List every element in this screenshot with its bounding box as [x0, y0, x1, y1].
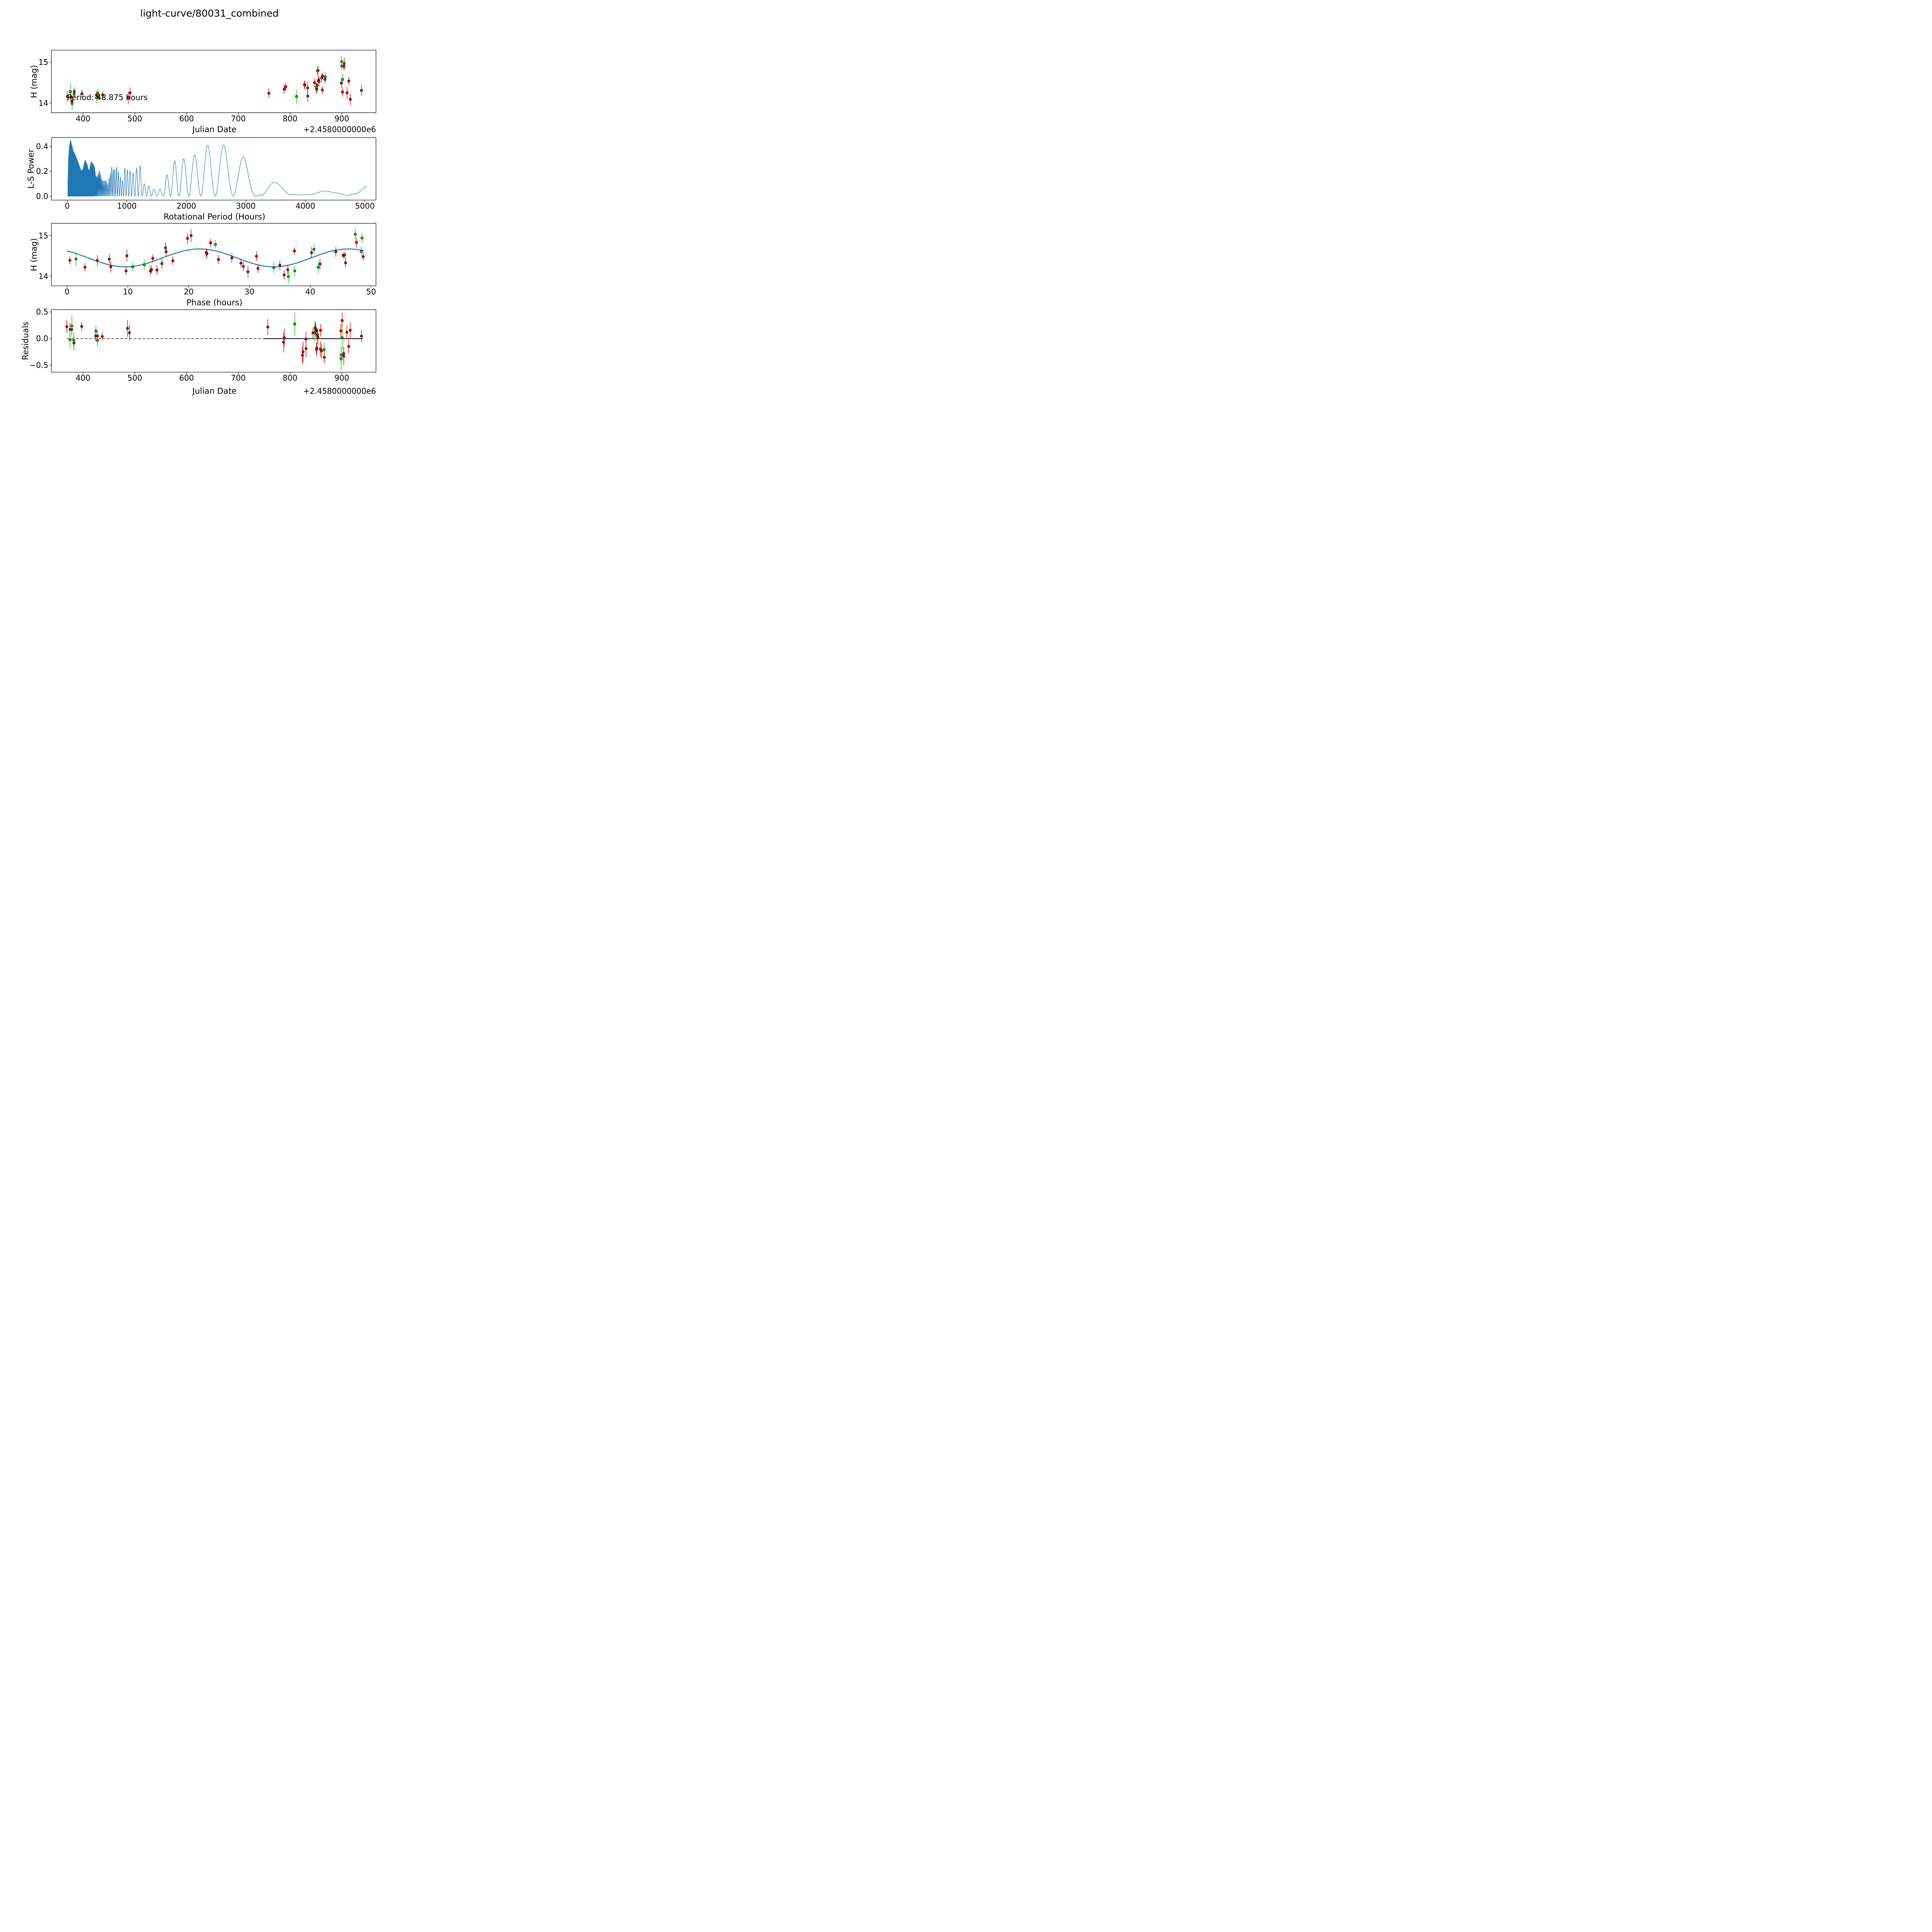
panel1-x-tick-label: 900 [334, 114, 349, 123]
panel4-x-tick-label: 600 [179, 373, 194, 383]
panel3-xlabel: Phase (hours) [186, 298, 243, 307]
panel3-y-tick-label: 14 [38, 271, 48, 281]
panel3-x-tick-label: 10 [123, 287, 133, 296]
panel1-ylabel: H (mag) [29, 65, 39, 98]
figure-title: light-curve/80031_combined [140, 8, 279, 19]
panel2-x-tick-label: 3000 [236, 201, 256, 211]
panel3-x-tick-label: 20 [184, 287, 194, 296]
panel1-y-tick-label: 15 [38, 58, 48, 67]
panel1-x-tick-label: 700 [231, 114, 246, 123]
panel2-x-tick-label: 5000 [355, 201, 375, 211]
panel2-y-tick-label: 0.4 [36, 141, 48, 151]
panel1-x-tick-label: 500 [127, 114, 142, 123]
light-curve-figure: light-curve/80031_combined H (mag) Julia… [0, 0, 417, 417]
panel2-x-tick-label: 1000 [117, 201, 137, 211]
panel3-x-tick-label: 40 [305, 287, 315, 296]
panel1-x-tick-label: 800 [282, 114, 298, 123]
plot-canvas [0, 0, 417, 417]
panel2-x-tick-label: 4000 [295, 201, 315, 211]
panel4-x-tick-label: 800 [282, 373, 298, 383]
period-annotation: Period: 48.875 hours [67, 93, 148, 102]
panel1-y-tick-label: 14 [38, 98, 48, 108]
panel3-y-tick-label: 15 [38, 231, 48, 240]
panel4-x-tick-label: 900 [334, 373, 349, 383]
panel1-axis-offset: +2.4580000000e6 [303, 125, 376, 134]
panel4-axis-offset: +2.4580000000e6 [303, 386, 376, 396]
panel1-x-tick-label: 600 [179, 114, 194, 123]
panel3-x-tick-label: 50 [366, 287, 376, 296]
panel2-x-tick-label: 0 [65, 201, 70, 211]
panel4-y-tick-label: 0.0 [36, 334, 48, 344]
panel4-xlabel: Julian Date [192, 386, 237, 396]
panel4-y-tick-label: 0.5 [36, 307, 48, 317]
panel4-x-tick-label: 400 [75, 373, 91, 383]
panel1-xlabel: Julian Date [192, 125, 237, 134]
panel4-y-tick-label: −0.5 [29, 361, 48, 370]
panel4-x-tick-label: 500 [127, 373, 142, 383]
panel4-x-tick-label: 700 [231, 373, 246, 383]
panel1-x-tick-label: 400 [75, 114, 91, 123]
panel2-y-tick-label: 0.0 [36, 191, 48, 201]
panel2-x-tick-label: 2000 [176, 201, 196, 211]
panel2-y-tick-label: 0.2 [36, 167, 48, 176]
panel3-ylabel: H (mag) [29, 238, 39, 271]
panel3-x-tick-label: 0 [65, 287, 70, 296]
panel3-x-tick-label: 30 [244, 287, 255, 296]
panel2-xlabel: Rotational Period (Hours) [163, 212, 265, 221]
